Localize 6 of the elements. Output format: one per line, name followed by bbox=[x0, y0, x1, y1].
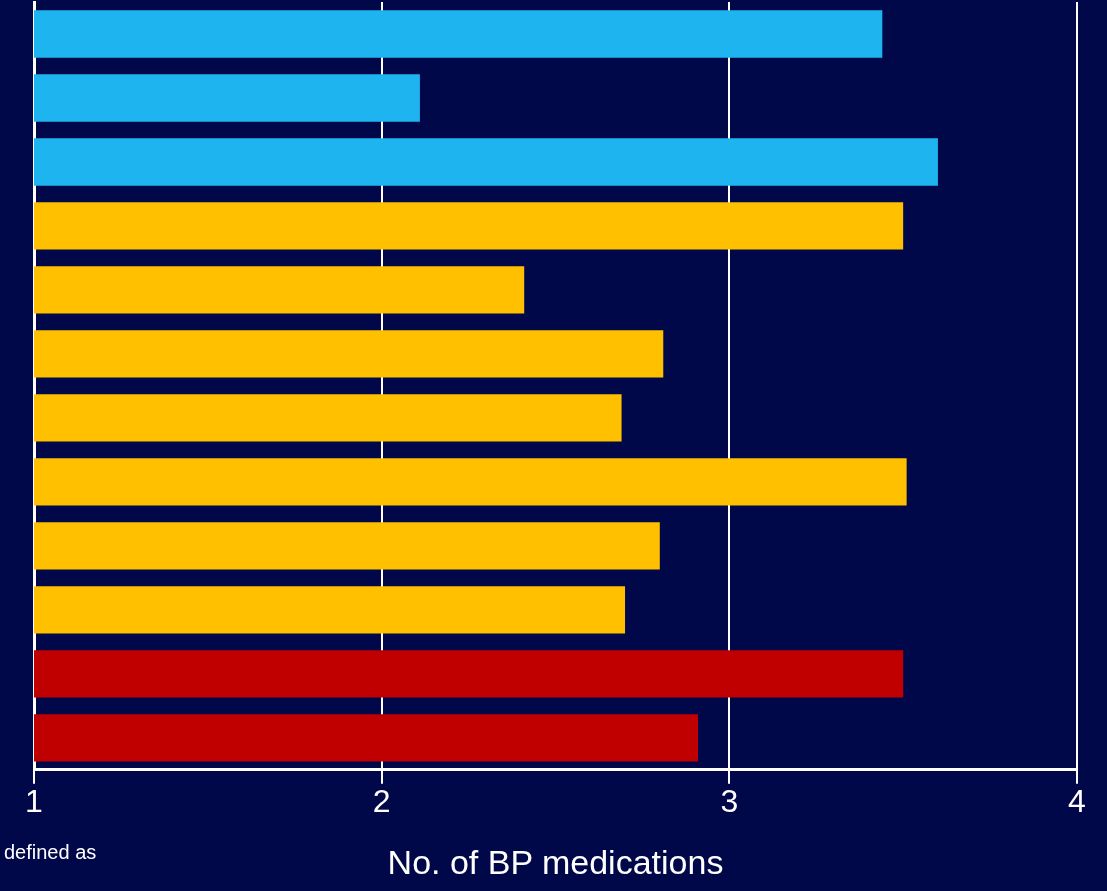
x-tick-label: 1 bbox=[25, 782, 43, 819]
x-tick-label: 3 bbox=[720, 782, 739, 819]
x-tick-label: 2 bbox=[372, 782, 391, 819]
x-axis-title: No. of BP medications bbox=[387, 842, 724, 881]
text: defined as bbox=[4, 840, 97, 863]
x-tick-label: 4 bbox=[1068, 782, 1086, 819]
